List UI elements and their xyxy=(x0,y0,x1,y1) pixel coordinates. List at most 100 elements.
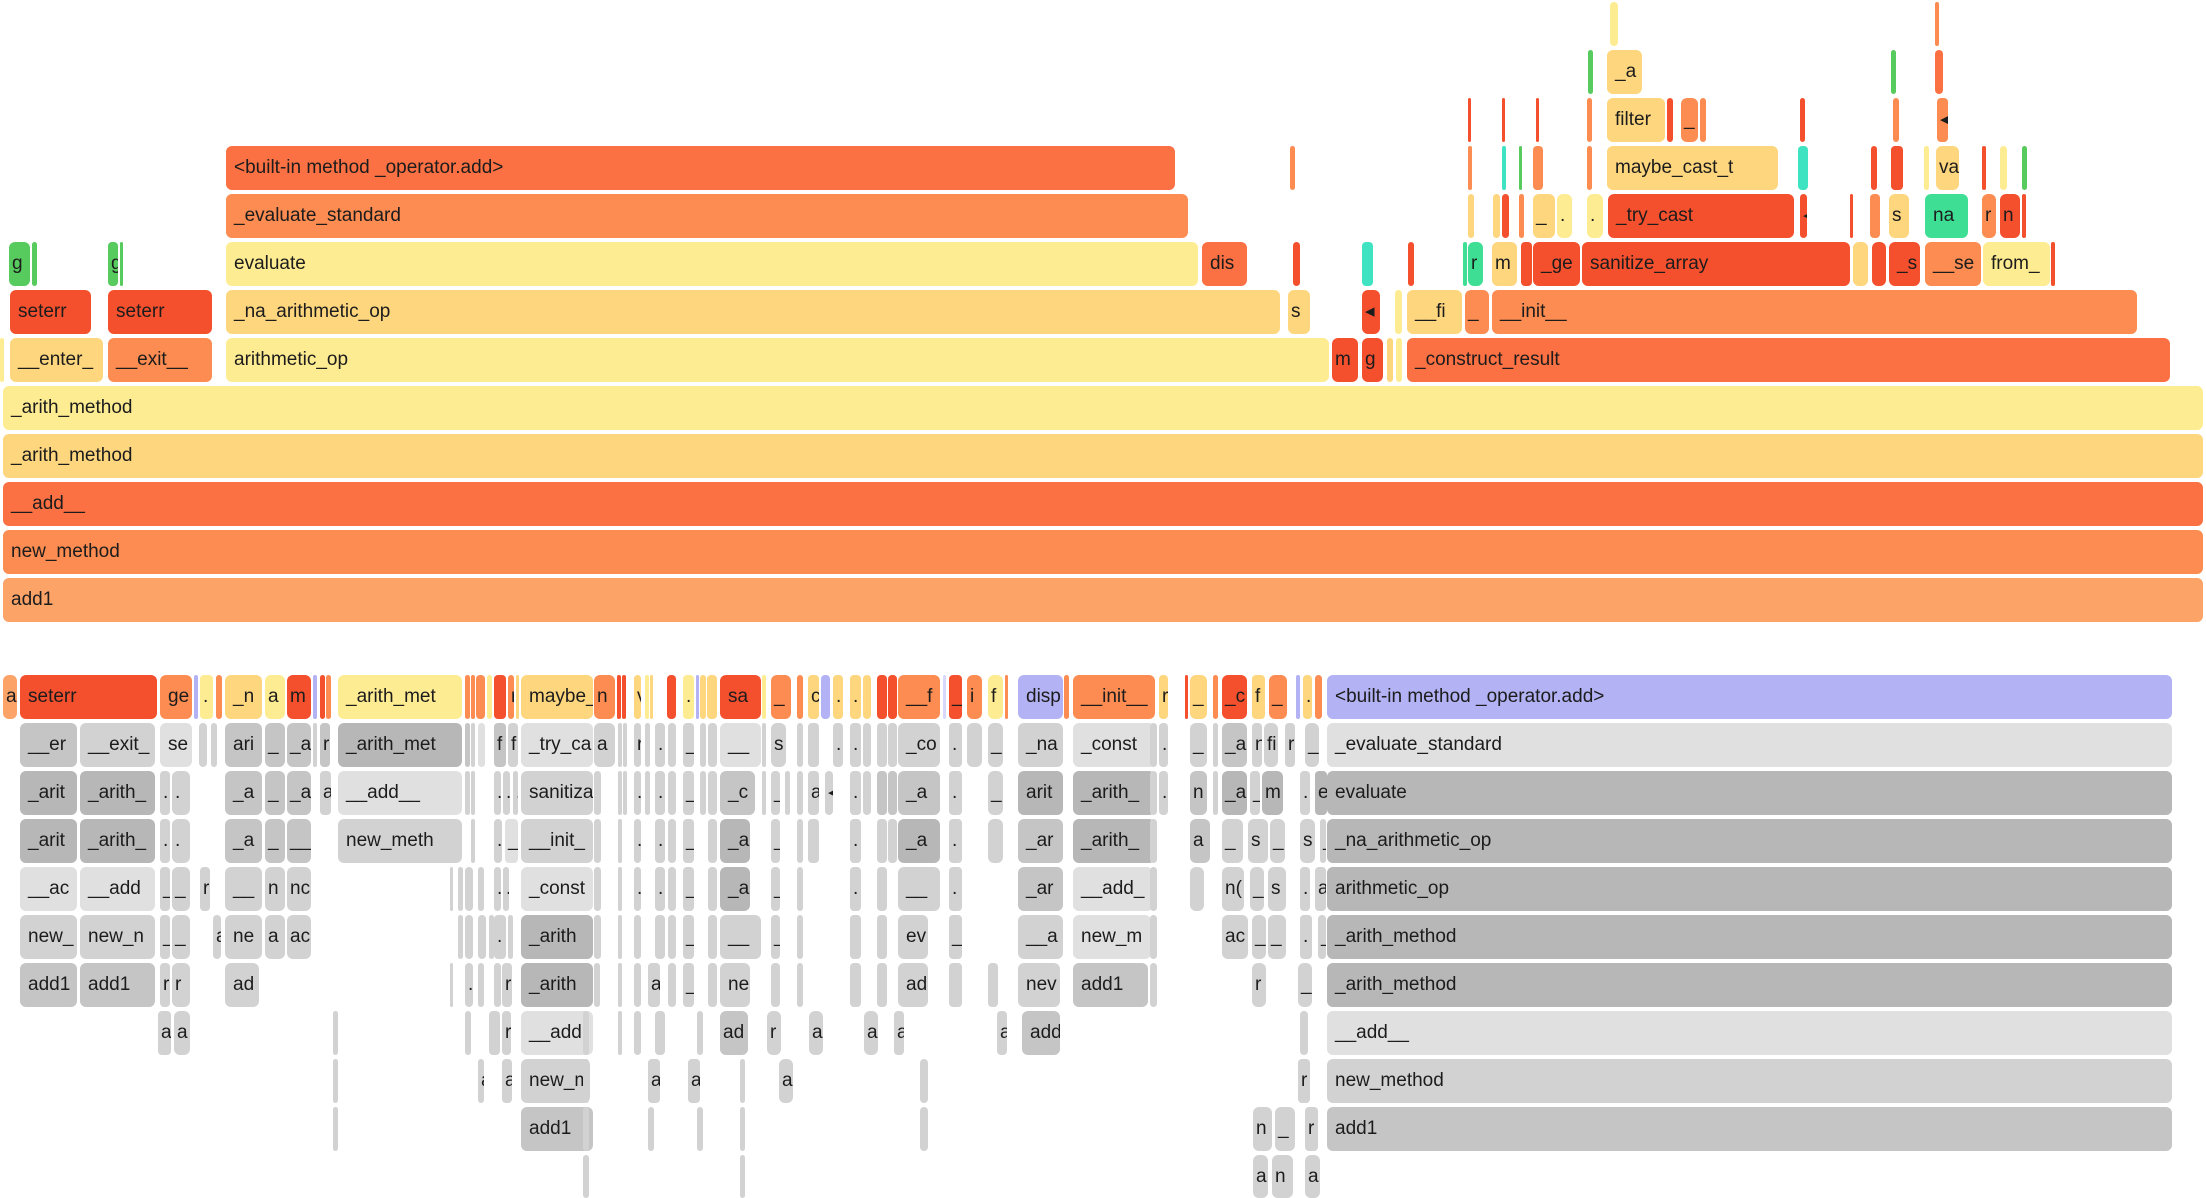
frame[interactable] xyxy=(1587,146,1592,190)
frame[interactable] xyxy=(655,1011,665,1055)
frame[interactable] xyxy=(988,963,998,1007)
frame[interactable] xyxy=(465,915,473,959)
frame[interactable] xyxy=(1150,915,1157,959)
frame[interactable]: _na xyxy=(1018,723,1063,767)
frame[interactable]: _s xyxy=(1889,242,1920,286)
frame[interactable]: _ xyxy=(1305,723,1319,767)
frame[interactable] xyxy=(1362,242,1373,286)
frame[interactable]: _ xyxy=(160,915,170,959)
frame[interactable] xyxy=(1850,194,1853,238)
frame[interactable]: . xyxy=(1159,771,1168,815)
frame[interactable] xyxy=(478,867,484,911)
frame[interactable]: a xyxy=(1190,819,1210,863)
frame[interactable] xyxy=(762,771,766,815)
frame[interactable]: __se xyxy=(1925,242,1981,286)
frame[interactable]: __enter_ xyxy=(10,338,103,382)
frame[interactable]: new_method xyxy=(3,530,2203,574)
frame[interactable]: new_n xyxy=(80,915,155,959)
frame[interactable] xyxy=(1395,290,1402,334)
frame[interactable]: __init_ xyxy=(521,819,593,863)
frame[interactable]: _evaluate_standard xyxy=(1327,723,2172,767)
frame[interactable] xyxy=(967,723,982,767)
frame[interactable] xyxy=(476,675,485,719)
frame[interactable]: f xyxy=(1252,675,1265,719)
frame[interactable] xyxy=(797,867,803,911)
frame[interactable] xyxy=(700,675,706,719)
frame[interactable] xyxy=(700,723,706,767)
frame[interactable] xyxy=(471,819,475,863)
frame[interactable]: _construct_result xyxy=(1407,338,2170,382)
frame[interactable]: _arith_met xyxy=(338,723,462,767)
frame[interactable]: e xyxy=(1315,771,1327,815)
frame[interactable]: . xyxy=(655,723,665,767)
frame[interactable] xyxy=(313,675,317,719)
frame[interactable]: <built-in method _operator.add> xyxy=(1327,675,2172,719)
frame[interactable] xyxy=(2022,146,2027,190)
frame[interactable] xyxy=(471,771,475,815)
frame[interactable]: _a xyxy=(1222,771,1247,815)
frame[interactable] xyxy=(877,915,887,959)
frame[interactable]: add1 xyxy=(80,963,155,1007)
frame[interactable]: f xyxy=(988,675,1003,719)
frame[interactable]: a xyxy=(648,1059,660,1103)
frame[interactable]: _ xyxy=(1298,963,1312,1007)
frame[interactable] xyxy=(333,1011,338,1055)
frame[interactable]: r xyxy=(200,867,210,911)
frame[interactable] xyxy=(762,723,766,767)
frame[interactable]: _a xyxy=(720,867,750,911)
frame[interactable]: sa xyxy=(720,675,761,719)
frame[interactable]: f xyxy=(508,723,518,767)
frame[interactable] xyxy=(708,963,717,1007)
frame[interactable]: sanitize_array xyxy=(1582,242,1850,286)
frame[interactable] xyxy=(771,963,780,1007)
frame[interactable] xyxy=(1213,675,1218,719)
frame[interactable] xyxy=(622,675,626,719)
frame[interactable] xyxy=(465,723,470,767)
frame[interactable]: a xyxy=(3,675,17,719)
frame[interactable] xyxy=(943,675,946,719)
frame[interactable]: _const xyxy=(521,867,593,911)
frame[interactable]: _ xyxy=(988,771,1003,815)
frame[interactable]: ac xyxy=(1222,915,1248,959)
frame[interactable]: _na_arithmetic_op xyxy=(1327,819,2172,863)
frame[interactable] xyxy=(508,915,513,959)
frame[interactable]: g xyxy=(1362,338,1383,382)
frame[interactable]: a xyxy=(1253,1155,1268,1198)
frame[interactable] xyxy=(1213,723,1218,767)
frame[interactable]: . xyxy=(503,867,509,911)
frame[interactable]: a xyxy=(594,723,615,767)
frame[interactable]: _ xyxy=(683,723,694,767)
frame[interactable]: __f xyxy=(898,675,940,719)
frame[interactable] xyxy=(333,1107,338,1151)
frame[interactable]: __fi xyxy=(1407,290,1462,334)
frame[interactable] xyxy=(877,819,887,863)
frame[interactable] xyxy=(740,1059,745,1103)
frame[interactable]: _ xyxy=(771,867,780,911)
frame[interactable]: . xyxy=(503,771,510,815)
frame[interactable] xyxy=(877,723,887,767)
frame[interactable] xyxy=(697,1107,703,1151)
frame[interactable]: s xyxy=(1288,290,1310,334)
frame[interactable] xyxy=(888,771,897,815)
frame[interactable]: s xyxy=(1889,194,1909,238)
frame[interactable]: _ xyxy=(265,819,285,863)
frame[interactable] xyxy=(797,819,803,863)
frame[interactable]: . xyxy=(850,723,861,767)
frame[interactable]: _ xyxy=(683,819,694,863)
frame[interactable] xyxy=(320,675,325,719)
frame[interactable] xyxy=(32,242,37,286)
frame[interactable]: _a xyxy=(720,819,750,863)
frame[interactable] xyxy=(1408,242,1414,286)
frame[interactable]: ◂ xyxy=(1800,194,1807,238)
frame[interactable]: a xyxy=(1315,867,1326,911)
frame[interactable]: __er xyxy=(20,723,77,767)
frame[interactable]: __ xyxy=(720,915,761,959)
frame[interactable]: ad xyxy=(898,963,928,1007)
frame[interactable] xyxy=(821,675,830,719)
frame[interactable]: add xyxy=(1022,1011,1060,1055)
frame[interactable] xyxy=(740,1107,745,1151)
frame[interactable]: _ xyxy=(988,723,1003,767)
frame[interactable] xyxy=(1798,146,1808,190)
frame[interactable]: s xyxy=(1268,867,1286,911)
frame[interactable]: . xyxy=(850,771,861,815)
